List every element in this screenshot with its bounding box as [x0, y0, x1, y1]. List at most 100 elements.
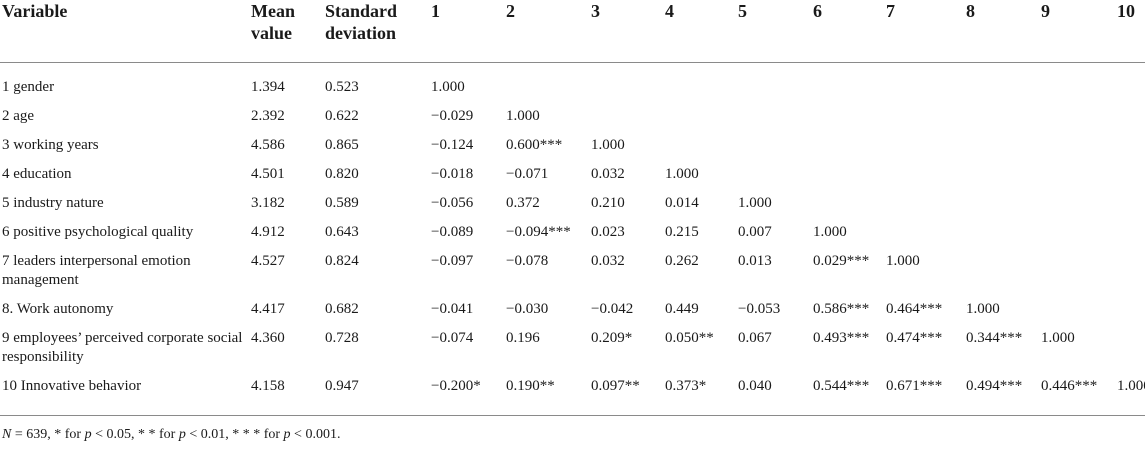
cell-corr-2: −0.030: [506, 301, 549, 317]
cell-sd: 0.523: [325, 79, 359, 95]
cell-corr-1: −0.089: [431, 224, 474, 240]
cell-corr-5: 1.000: [738, 195, 772, 211]
table-row: 6 positive psychological quality 4.912 0.6…: [0, 218, 1145, 247]
cell-sd: 0.728: [325, 330, 359, 346]
cell-sd: 0.682: [325, 301, 359, 317]
cell-corr-2: 0.372: [506, 195, 540, 211]
cell-corr-4: 0.373*: [665, 378, 707, 394]
cell-corr-2: 0.190**: [506, 378, 555, 394]
cell-corr-3: [591, 102, 665, 131]
header-rule: [0, 62, 1145, 63]
header-col-6: 6: [813, 1, 822, 21]
cell-corr-6: 0.029***: [813, 253, 870, 269]
cell-corr-7: [886, 218, 966, 247]
header-col-7: 7: [886, 1, 895, 21]
cell-variable: 10 Innovative behavior: [2, 378, 142, 394]
cell-corr-4: 0.215: [665, 224, 699, 240]
cell-variable: 6 positive psychological quality: [2, 224, 194, 240]
table-row: 3 working years 4.586 0.865 −0.124 0.600*** 1…: [0, 131, 1145, 160]
cell-corr-8: [966, 218, 1041, 247]
cell-corr-7: [886, 160, 966, 189]
cell-corr-4: [665, 131, 738, 160]
cell-corr-2: −0.078: [506, 253, 549, 269]
cell-corr-3: 1.000: [591, 137, 625, 153]
cell-corr-6: [813, 102, 886, 131]
cell-variable: 7 leaders interpersonal emotion manageme…: [2, 253, 191, 288]
cell-corr-5: 0.013: [738, 253, 772, 269]
cell-corr-3: 0.032: [591, 166, 625, 182]
cell-corr-1: −0.200*: [431, 378, 481, 394]
cell-mean: 3.182: [251, 195, 285, 211]
cell-corr-10: [1117, 247, 1145, 295]
cell-variable: 1 gender: [2, 79, 55, 95]
cell-corr-8: 1.000: [966, 301, 1000, 317]
cell-corr-4: 0.014: [665, 195, 699, 211]
cell-corr-10: 1.000: [1117, 378, 1145, 394]
table-body: 1 gender 1.394 0.523 1.000 2 age 2.392 0.622 −0…: [0, 63, 1145, 401]
cell-corr-3: 0.097**: [591, 378, 640, 394]
table-footnote: N = 639, * for p < 0.05, * * for p < 0.0…: [2, 427, 341, 442]
cell-corr-7: [886, 63, 966, 102]
cell-corr-7: [886, 131, 966, 160]
cell-corr-3: −0.042: [591, 301, 634, 317]
cell-corr-7: [886, 102, 966, 131]
cell-variable: 8. Work autonomy: [2, 301, 114, 317]
cell-corr-6: [813, 160, 886, 189]
cell-corr-10: [1117, 189, 1145, 218]
cell-corr-9: [1041, 102, 1117, 131]
header-row: Variable Mean value Standard deviation 1 2…: [0, 0, 1145, 63]
cell-corr-5: [738, 131, 813, 160]
cell-corr-8: [966, 63, 1041, 102]
cell-variable: 3 working years: [2, 137, 99, 153]
cell-corr-4: 0.449: [665, 301, 699, 317]
cell-corr-7: 0.464***: [886, 301, 943, 317]
table-row: 5 industry nature 3.182 0.589 −0.056 0.372 0.…: [0, 189, 1145, 218]
cell-corr-9: [1041, 295, 1117, 324]
cell-corr-10: [1117, 63, 1145, 102]
cell-mean: 4.527: [251, 253, 285, 269]
cell-mean: 4.158: [251, 378, 285, 394]
cell-variable: 9 employees’ perceived corporate social …: [2, 330, 243, 365]
cell-corr-9: [1041, 160, 1117, 189]
cell-corr-4: [665, 102, 738, 131]
cell-variable: 2 age: [2, 108, 35, 124]
cell-corr-5: 0.040: [738, 378, 772, 394]
header-col-3: 3: [591, 1, 600, 21]
table-row: 1 gender 1.394 0.523 1.000: [0, 63, 1145, 102]
cell-corr-2: 0.600***: [506, 137, 563, 153]
header-col-4: 4: [665, 1, 674, 21]
cell-corr-7: [886, 189, 966, 218]
table-row: 8. Work autonomy 4.417 0.682 −0.041 −0.030 −0…: [0, 295, 1145, 324]
cell-corr-6: [813, 189, 886, 218]
cell-corr-6: 0.586***: [813, 301, 870, 317]
cell-corr-3: 0.032: [591, 253, 625, 269]
cell-corr-9: 1.000: [1041, 330, 1075, 346]
cell-corr-1: −0.018: [431, 166, 474, 182]
cell-corr-5: −0.053: [738, 301, 781, 317]
header-col-5: 5: [738, 1, 747, 21]
header-col-1: 1: [431, 1, 440, 21]
cell-mean: 4.360: [251, 330, 285, 346]
cell-mean: 4.501: [251, 166, 285, 182]
cell-corr-8: [966, 247, 1041, 295]
cell-corr-2: −0.094***: [506, 224, 571, 240]
cell-corr-8: [966, 160, 1041, 189]
cell-mean: 4.912: [251, 224, 285, 240]
cell-mean: 1.394: [251, 79, 285, 95]
cell-corr-6: 0.544***: [813, 378, 870, 394]
cell-mean: 4.417: [251, 301, 285, 317]
cell-sd: 0.643: [325, 224, 359, 240]
table-row: 10 Innovative behavior 4.158 0.947 −0.200* 0…: [0, 372, 1145, 401]
cell-corr-6: 1.000: [813, 224, 847, 240]
header-variable: Variable: [2, 1, 68, 21]
cell-corr-3: [591, 63, 665, 102]
bottom-rule: [0, 415, 1145, 416]
cell-corr-1: −0.029: [431, 108, 474, 124]
cell-corr-4: 0.262: [665, 253, 699, 269]
cell-corr-3: 0.209*: [591, 330, 633, 346]
cell-corr-2: −0.071: [506, 166, 549, 182]
cell-corr-9: [1041, 63, 1117, 102]
cell-corr-4: 0.050**: [665, 330, 714, 346]
cell-corr-1: 1.000: [431, 79, 465, 95]
header-col-10: 10: [1117, 1, 1135, 21]
